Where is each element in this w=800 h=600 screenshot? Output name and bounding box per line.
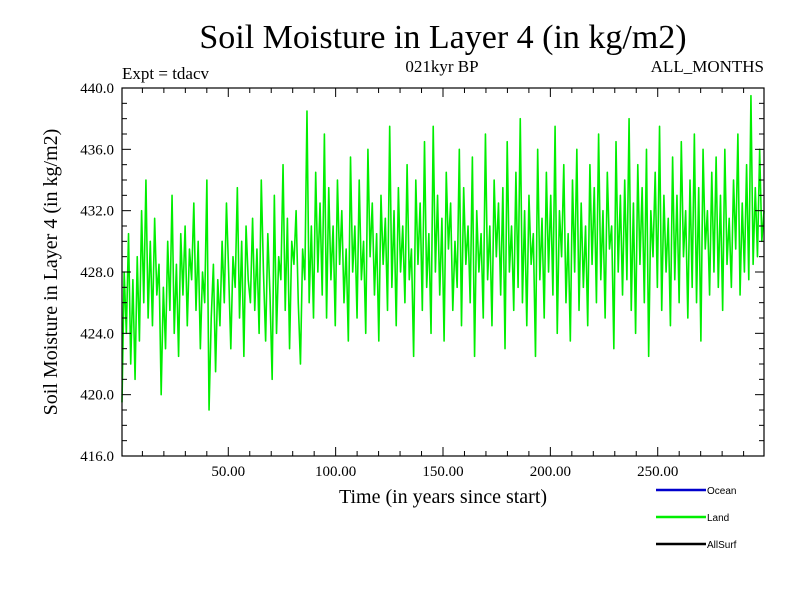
series-line-land <box>121 94 765 411</box>
legend-ocean-label: Ocean <box>707 486 736 497</box>
chart-title: Soil Moisture in Layer 4 (in kg/m2) <box>199 19 686 56</box>
legend-land-label: Land <box>707 513 729 524</box>
plot-frame <box>121 87 765 457</box>
y-tick-label: 424.0 <box>80 326 114 342</box>
months-label: ALL_MONTHS <box>651 57 764 76</box>
x-tick-label: 50.00 <box>211 464 245 480</box>
x-tick-label: 200.00 <box>530 464 571 480</box>
y-tick-label: 432.0 <box>80 204 114 220</box>
y-tick-label: 416.0 <box>80 449 114 465</box>
tick-layer <box>122 87 764 457</box>
legend: Ocean Land AllSurf <box>656 486 737 551</box>
x-tick-label: 250.00 <box>637 464 678 480</box>
tick-label-layer: 50.00 100.00 150.00 200.00 250.00 416.0 420.0 4… <box>80 81 678 480</box>
period-label: 021kyr BP <box>405 57 478 76</box>
x-tick-label: 100.00 <box>315 464 356 480</box>
x-axis-label: Time (in years since start) <box>339 486 547 508</box>
experiment-label: Expt = tdacv <box>122 64 210 83</box>
x-tick-label: 150.00 <box>422 464 463 480</box>
series-layer <box>121 94 765 411</box>
y-axis-label: Soil Moisture in Layer 4 (in kg/m2) <box>40 129 62 416</box>
y-tick-label: 436.0 <box>80 142 114 158</box>
y-tick-label: 440.0 <box>80 81 114 97</box>
y-tick-label: 428.0 <box>80 265 114 281</box>
y-tick-label: 420.0 <box>80 388 114 404</box>
legend-allsurf-label: AllSurf <box>707 540 737 551</box>
